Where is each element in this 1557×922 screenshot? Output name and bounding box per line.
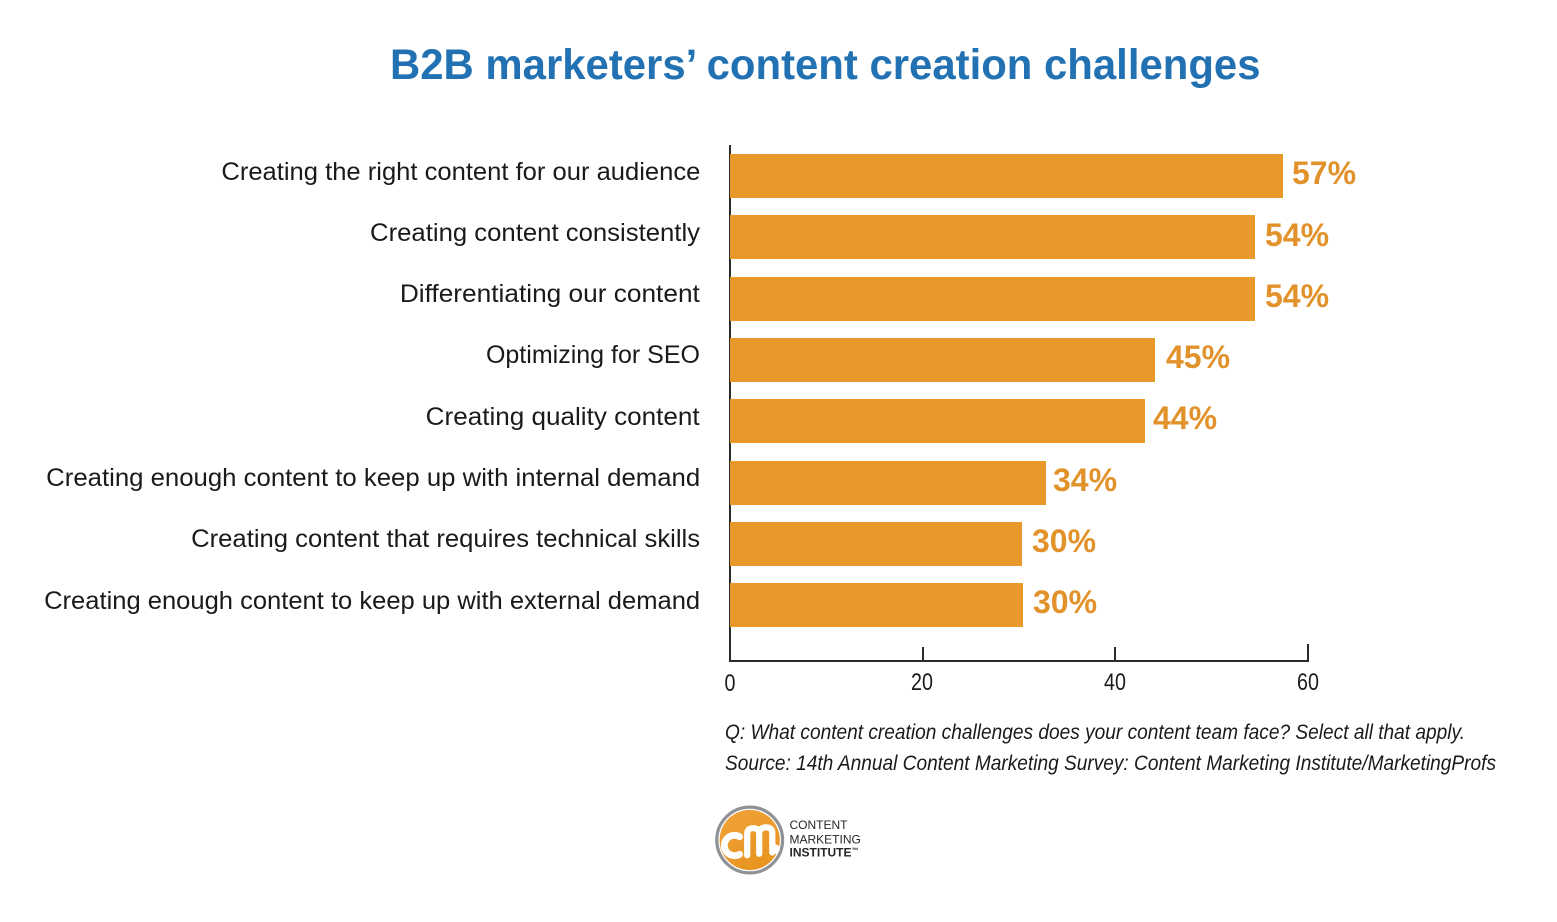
svg-text:INSTITUTE™: INSTITUTE™ <box>790 846 859 860</box>
svg-text:MARKETING: MARKETING <box>790 833 861 847</box>
svg-text:CONTENT: CONTENT <box>790 818 849 832</box>
